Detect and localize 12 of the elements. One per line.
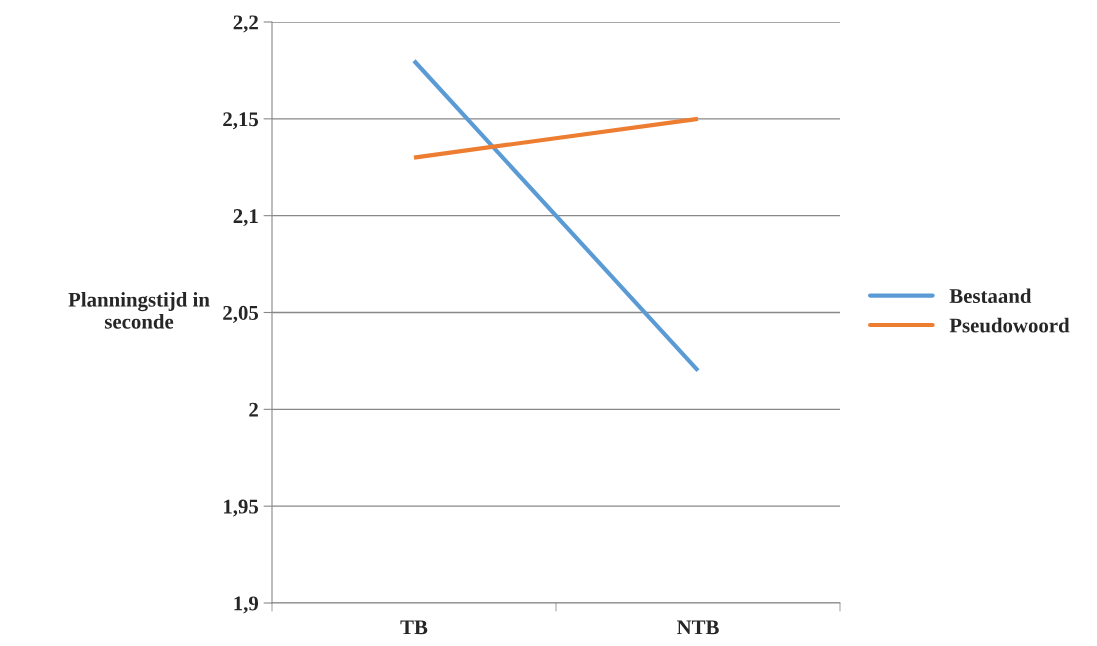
y-tick-label: 2 (249, 402, 258, 417)
y-tick-label: 2,2 (233, 15, 258, 33)
x-tick-label: TB (400, 620, 428, 635)
legend-label: Pseudowoord (949, 317, 1070, 333)
legend-label: Bestaand (949, 288, 1032, 304)
x-tick-label: NTB (676, 620, 719, 635)
y-axis-title: Planningstijd in seconde (68, 292, 210, 329)
y-tick-label: 1,9 (234, 596, 259, 614)
y-tick-label: 2,1 (233, 209, 258, 227)
y-tick-label: 1,95 (224, 499, 259, 517)
y-tick-label: 2,15 (223, 112, 259, 130)
y-tick-label: 2,05 (223, 305, 259, 323)
